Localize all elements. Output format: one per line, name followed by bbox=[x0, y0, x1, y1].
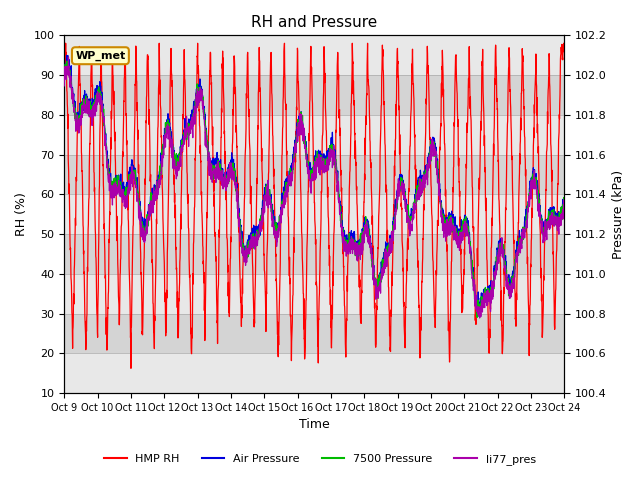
Y-axis label: Pressure (kPa): Pressure (kPa) bbox=[612, 169, 625, 259]
Bar bbox=[64, 75, 564, 115]
Legend: HMP RH, Air Pressure, 7500 Pressure, li77_pres: HMP RH, Air Pressure, 7500 Pressure, li7… bbox=[100, 450, 540, 469]
Bar bbox=[64, 313, 564, 353]
Title: RH and Pressure: RH and Pressure bbox=[251, 15, 378, 30]
Bar bbox=[64, 36, 564, 75]
Bar bbox=[64, 155, 564, 194]
Bar bbox=[64, 234, 564, 274]
Bar bbox=[64, 274, 564, 313]
Y-axis label: RH (%): RH (%) bbox=[15, 192, 28, 236]
X-axis label: Time: Time bbox=[299, 419, 330, 432]
Bar bbox=[64, 115, 564, 155]
Bar bbox=[64, 194, 564, 234]
Bar bbox=[64, 353, 564, 393]
Text: WP_met: WP_met bbox=[76, 50, 125, 61]
